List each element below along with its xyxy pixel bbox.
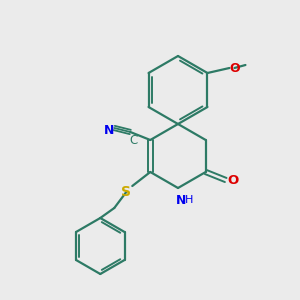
Text: H: H	[185, 195, 193, 205]
Text: N: N	[176, 194, 186, 206]
Text: C: C	[129, 134, 137, 146]
Text: O: O	[227, 173, 238, 187]
Text: S: S	[121, 185, 131, 199]
Text: O: O	[229, 61, 240, 74]
Text: N: N	[104, 124, 115, 136]
